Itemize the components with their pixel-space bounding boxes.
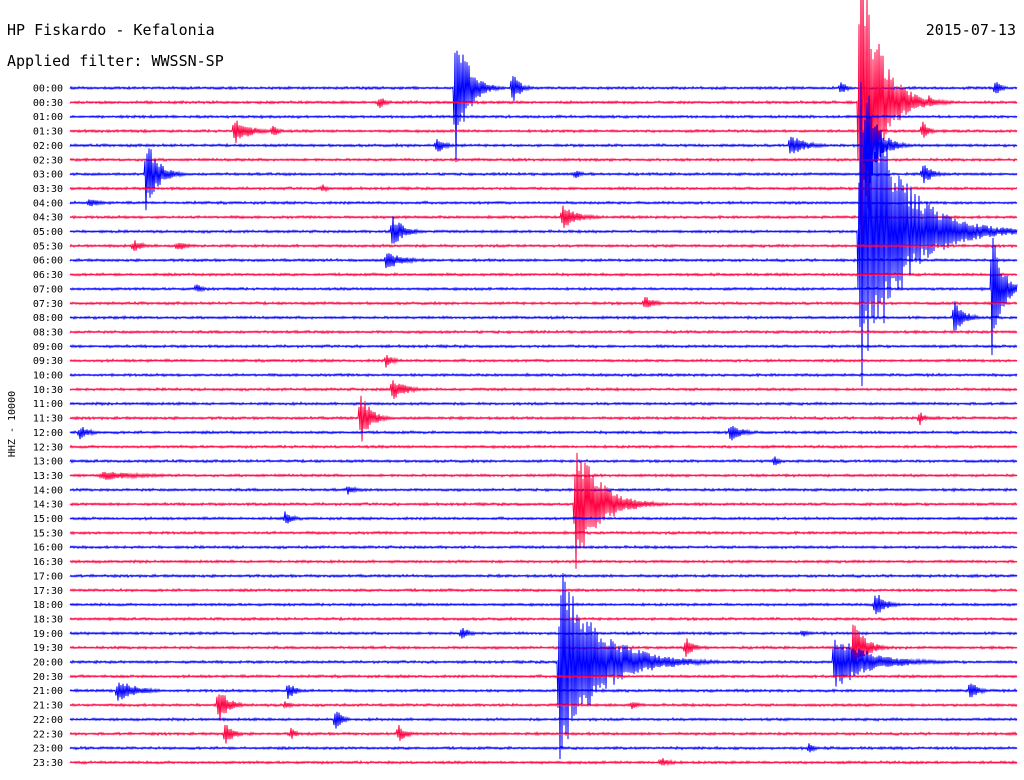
trace-row bbox=[69, 395, 1018, 442]
row-time-label: 00:30 bbox=[33, 98, 63, 109]
trace-row bbox=[69, 148, 1018, 211]
trace-row bbox=[69, 372, 1018, 378]
trace-row bbox=[69, 271, 1018, 278]
trace-row bbox=[69, 444, 1018, 450]
trace-row bbox=[69, 343, 1018, 349]
row-time-label: 20:30 bbox=[33, 672, 63, 683]
row-time-label: 13:30 bbox=[33, 471, 63, 482]
trace-row bbox=[69, 157, 1018, 163]
row-time-label: 21:30 bbox=[33, 701, 63, 712]
row-time-label: 20:00 bbox=[33, 658, 63, 669]
row-time-label: 03:30 bbox=[33, 184, 63, 195]
trace-row bbox=[69, 673, 1018, 679]
row-time-label: 02:30 bbox=[33, 155, 63, 166]
row-time-label: 07:30 bbox=[33, 299, 63, 310]
row-time-label: 23:30 bbox=[33, 758, 63, 769]
row-time-label: 11:00 bbox=[33, 399, 63, 410]
row-time-label: 16:30 bbox=[33, 557, 63, 568]
trace-row bbox=[69, 253, 1018, 269]
chart-title: HP Fiskardo - Kefalonia bbox=[7, 21, 215, 39]
trace-row bbox=[69, 624, 1018, 674]
y-axis-label: HHZ - 10000 bbox=[7, 391, 18, 457]
row-time-label: 17:30 bbox=[33, 586, 63, 597]
trace-row bbox=[69, 694, 1018, 722]
row-time-label: 08:00 bbox=[33, 313, 63, 324]
trace-row bbox=[69, 544, 1018, 550]
row-time-label: 05:30 bbox=[33, 241, 63, 252]
trace-row bbox=[69, 530, 1018, 536]
trace-row bbox=[69, 103, 1018, 184]
row-time-label: 10:00 bbox=[33, 371, 63, 382]
trace-row bbox=[69, 296, 1018, 308]
row-time-label: 15:30 bbox=[33, 528, 63, 539]
row-time-label: 03:00 bbox=[33, 170, 63, 181]
trace-row bbox=[69, 616, 1018, 622]
trace-row bbox=[69, 380, 1018, 399]
row-time-label: 17:00 bbox=[33, 571, 63, 582]
trace-row bbox=[69, 456, 1018, 466]
row-time-label: 22:00 bbox=[33, 715, 63, 726]
trace-row bbox=[69, 425, 1018, 441]
row-time-label: 07:00 bbox=[33, 284, 63, 295]
trace-row bbox=[69, 452, 1018, 569]
trace-row bbox=[69, 240, 1018, 251]
row-time-label: 08:30 bbox=[33, 327, 63, 338]
row-time-label: 19:00 bbox=[33, 629, 63, 640]
row-time-label: 14:30 bbox=[33, 500, 63, 511]
row-time-label: 04:00 bbox=[33, 198, 63, 209]
trace-row bbox=[69, 120, 1018, 144]
row-time-label: 06:00 bbox=[33, 256, 63, 267]
trace-row bbox=[69, 401, 1018, 407]
trace-row bbox=[69, 573, 1018, 760]
row-time-label: 21:00 bbox=[33, 686, 63, 697]
trace-row bbox=[69, 587, 1018, 593]
trace-row bbox=[69, 81, 1018, 387]
row-time-label: 06:30 bbox=[33, 270, 63, 281]
trace-row bbox=[69, 724, 1018, 744]
trace-row bbox=[69, 301, 1018, 331]
trace-row bbox=[69, 558, 1018, 565]
trace-row bbox=[69, 485, 1018, 495]
trace-row bbox=[69, 0, 1018, 249]
row-time-label: 01:00 bbox=[33, 112, 63, 123]
trace-row bbox=[69, 511, 1018, 524]
row-time-label: 14:00 bbox=[33, 485, 63, 496]
trace-row bbox=[69, 114, 1018, 120]
row-time-label: 22:30 bbox=[33, 729, 63, 740]
row-time-label: 13:00 bbox=[33, 457, 63, 468]
chart-subtitle: Applied filter: WWSSN-SP bbox=[7, 52, 224, 70]
row-time-label: 05:00 bbox=[33, 227, 63, 238]
row-time-label: 00:00 bbox=[33, 84, 63, 95]
row-time-label: 09:30 bbox=[33, 356, 63, 367]
row-time-label: 02:00 bbox=[33, 141, 63, 152]
row-time-label: 04:30 bbox=[33, 213, 63, 224]
trace-row bbox=[69, 237, 1018, 356]
trace-row bbox=[69, 573, 1018, 579]
trace-row bbox=[69, 682, 1018, 701]
trace-row bbox=[69, 711, 1018, 729]
row-time-label: 16:00 bbox=[33, 543, 63, 554]
row-time-label: 23:00 bbox=[33, 744, 63, 755]
trace-row bbox=[69, 758, 1018, 767]
row-time-label: 11:30 bbox=[33, 414, 63, 425]
trace-row bbox=[69, 471, 1018, 480]
row-time-label: 12:30 bbox=[33, 442, 63, 453]
chart-date: 2015-07-13 bbox=[926, 21, 1016, 39]
row-time-label: 09:00 bbox=[33, 342, 63, 353]
trace-row bbox=[69, 329, 1018, 335]
row-time-label: 19:30 bbox=[33, 643, 63, 654]
row-time-label: 18:00 bbox=[33, 600, 63, 611]
trace-row bbox=[69, 628, 1018, 639]
row-time-label: 15:00 bbox=[33, 514, 63, 525]
trace-row bbox=[69, 743, 1018, 753]
row-time-label: 01:30 bbox=[33, 127, 63, 138]
row-time-label: 10:30 bbox=[33, 385, 63, 396]
row-time-label: 18:30 bbox=[33, 614, 63, 625]
trace-row bbox=[69, 355, 1018, 368]
trace-row bbox=[69, 594, 1018, 615]
row-time-label: 12:00 bbox=[33, 428, 63, 439]
